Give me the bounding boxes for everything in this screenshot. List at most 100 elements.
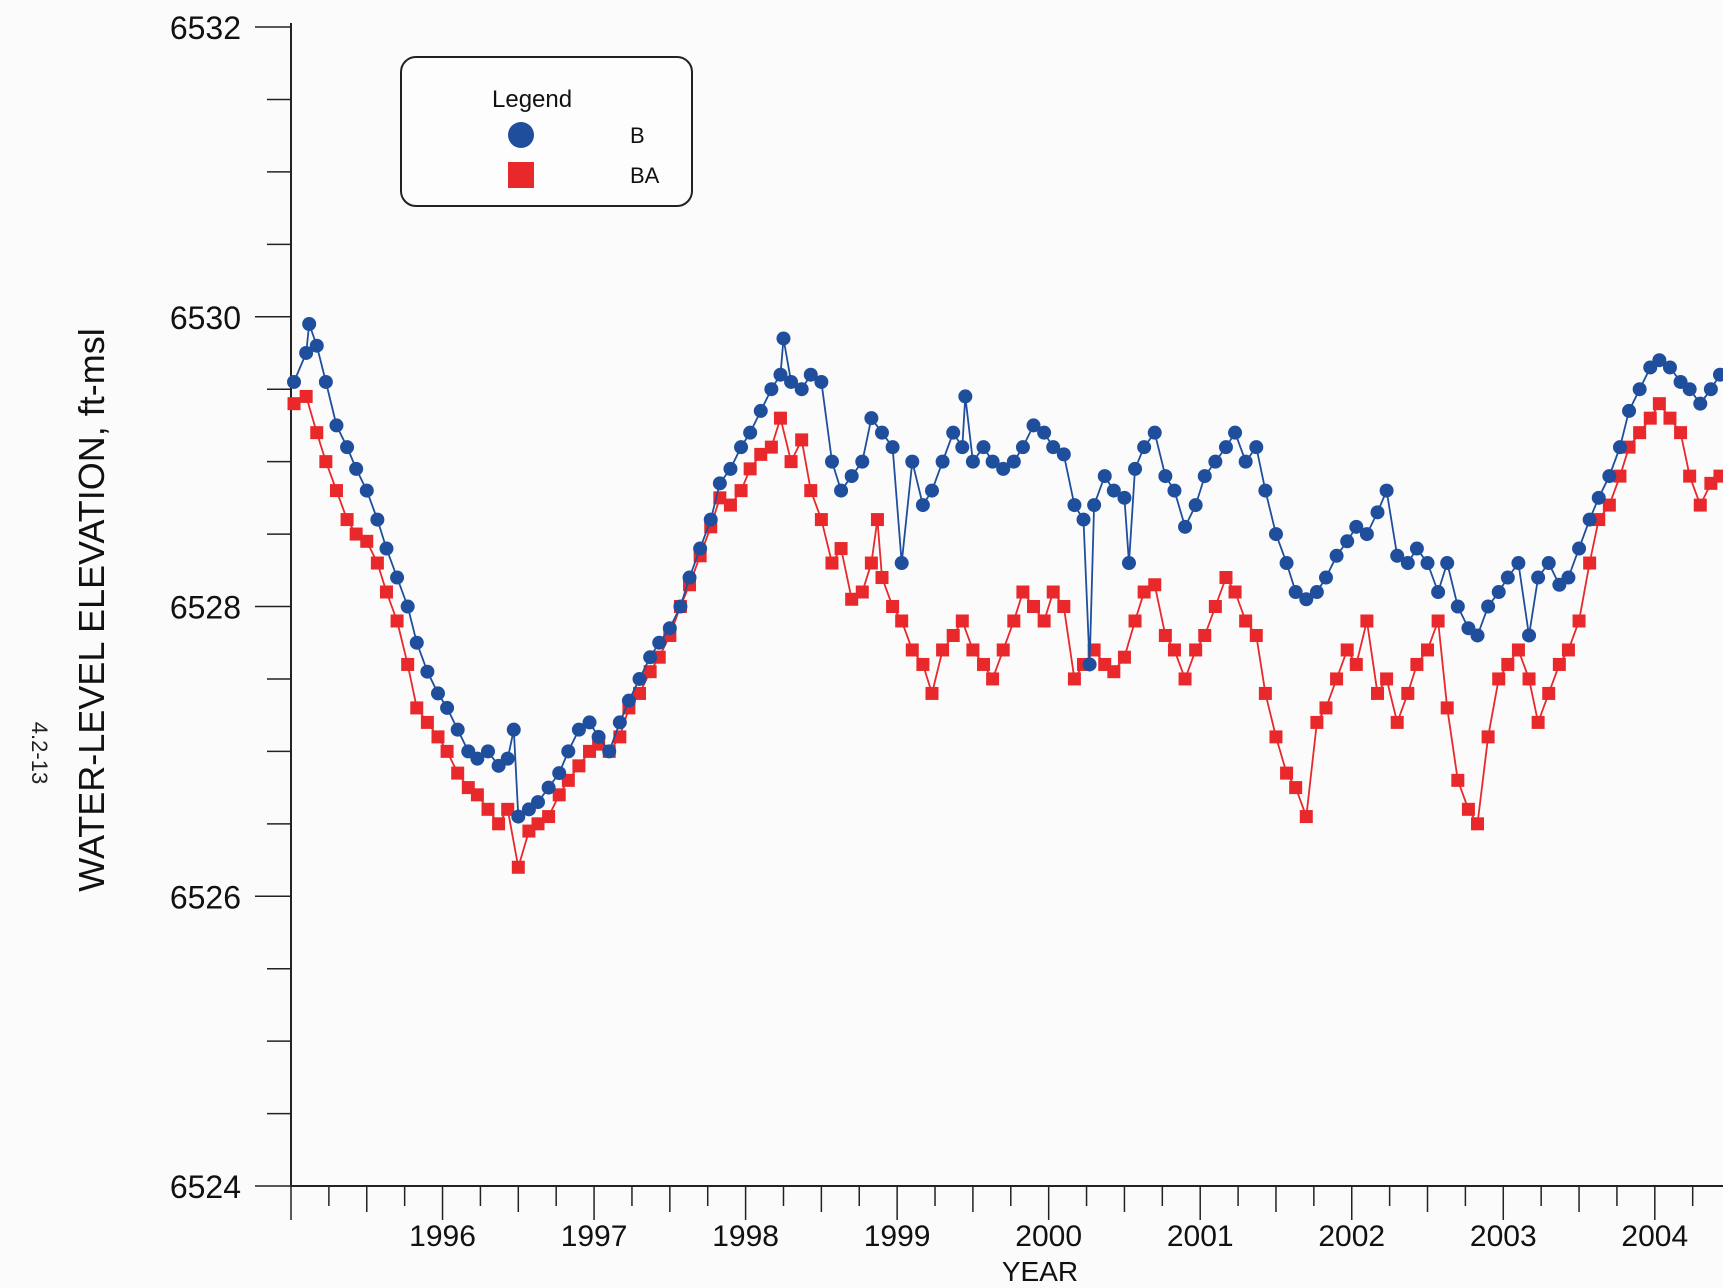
data-point-b xyxy=(1087,498,1102,513)
data-point-ba xyxy=(1390,715,1404,729)
data-point-ba xyxy=(1431,614,1445,628)
data-point-ba xyxy=(1258,686,1272,700)
page-number-label: 4.2-13 xyxy=(8,700,52,800)
data-point-b xyxy=(329,418,344,433)
data-point-ba xyxy=(390,614,404,628)
data-point-b xyxy=(349,461,364,476)
data-point-ba xyxy=(1007,614,1021,628)
data-point-b xyxy=(430,686,445,701)
data-point-b xyxy=(287,374,302,389)
data-point-b xyxy=(753,403,768,418)
data-point-b xyxy=(302,316,317,331)
legend-label-ba: BA xyxy=(630,163,660,188)
data-point-b xyxy=(946,425,961,440)
data-point-b xyxy=(612,715,627,730)
legend-item-b: B xyxy=(402,120,691,150)
data-point-b xyxy=(1188,498,1203,513)
data-point-b xyxy=(955,440,970,455)
data-point-b xyxy=(1167,483,1182,498)
data-point-ba xyxy=(1360,614,1374,628)
legend-label-b: B xyxy=(630,123,645,148)
data-point-b xyxy=(511,809,526,824)
data-point-ba xyxy=(531,817,545,831)
y-tick-label: 6524 xyxy=(170,1169,241,1205)
data-point-ba xyxy=(925,686,939,700)
chart-series-layer xyxy=(287,316,1723,874)
x-tick-label: 1996 xyxy=(409,1220,476,1253)
data-point-ba xyxy=(492,817,506,831)
data-point-ba xyxy=(773,411,787,425)
data-point-ba xyxy=(905,643,919,657)
data-point-ba xyxy=(1511,643,1525,657)
data-point-ba xyxy=(986,672,1000,686)
page-number-text: 4.2-13 xyxy=(27,721,53,785)
legend-marker-b xyxy=(508,122,534,148)
data-point-b xyxy=(905,454,920,469)
data-point-b xyxy=(1522,628,1537,643)
x-tick-label: 2004 xyxy=(1621,1220,1688,1253)
data-point-b xyxy=(1279,556,1294,571)
data-point-ba xyxy=(955,614,969,628)
data-point-ba xyxy=(1319,701,1333,715)
data-point-b xyxy=(1632,382,1647,397)
data-point-b xyxy=(309,338,324,353)
data-point-ba xyxy=(1693,498,1707,512)
data-point-b xyxy=(965,454,980,469)
y-tick-label: 6530 xyxy=(170,300,241,336)
data-point-b xyxy=(1591,490,1606,505)
data-point-b xyxy=(1218,440,1233,455)
data-point-ba xyxy=(1037,614,1051,628)
data-point-b xyxy=(1026,418,1041,433)
data-point-b xyxy=(1500,570,1515,585)
data-point-ba xyxy=(1330,672,1344,686)
data-point-b xyxy=(621,693,636,708)
data-point-b xyxy=(1703,382,1718,397)
data-point-b xyxy=(682,570,697,585)
data-point-ba xyxy=(1440,701,1454,715)
data-point-b xyxy=(662,621,677,636)
data-point-ba xyxy=(310,426,324,440)
data-point-b xyxy=(1037,425,1052,440)
data-point-ba xyxy=(1674,426,1688,440)
data-point-ba xyxy=(1340,643,1354,657)
data-point-ba xyxy=(1602,498,1616,512)
data-point-ba xyxy=(299,389,313,403)
data-point-ba xyxy=(1178,672,1192,686)
data-point-b xyxy=(773,367,788,382)
data-point-ba xyxy=(643,665,657,679)
data-point-b xyxy=(958,389,973,404)
data-point-ba xyxy=(895,614,909,628)
x-tick-label: 1997 xyxy=(561,1220,628,1253)
data-point-b xyxy=(1121,556,1136,571)
data-point-b xyxy=(652,635,667,650)
data-point-b xyxy=(1541,556,1556,571)
data-point-b xyxy=(561,744,576,759)
data-point-b xyxy=(500,751,515,766)
data-point-ba xyxy=(825,556,839,570)
data-point-ba xyxy=(1128,614,1142,628)
data-point-b xyxy=(834,483,849,498)
data-point-ba xyxy=(977,657,991,671)
data-point-ba xyxy=(470,788,484,802)
data-point-b xyxy=(1249,440,1264,455)
data-point-b xyxy=(1329,548,1344,563)
x-tick-label: 2002 xyxy=(1318,1220,1385,1253)
data-point-b xyxy=(1082,657,1097,672)
data-point-b xyxy=(1106,483,1121,498)
data-point-ba xyxy=(511,860,525,874)
data-point-ba xyxy=(287,397,301,411)
data-point-ba xyxy=(1410,657,1424,671)
data-point-ba xyxy=(1371,686,1385,700)
data-point-ba xyxy=(633,686,647,700)
data-point-b xyxy=(420,664,435,679)
data-point-b xyxy=(440,700,455,715)
data-point-b xyxy=(1481,599,1496,614)
data-point-b xyxy=(1440,556,1455,571)
data-point-ba xyxy=(501,802,515,816)
data-point-ba xyxy=(340,513,354,527)
data-point-b xyxy=(1228,425,1243,440)
data-point-ba xyxy=(431,730,445,744)
data-point-ba xyxy=(1158,628,1172,642)
data-point-b xyxy=(359,483,374,498)
data-point-b xyxy=(1390,548,1405,563)
